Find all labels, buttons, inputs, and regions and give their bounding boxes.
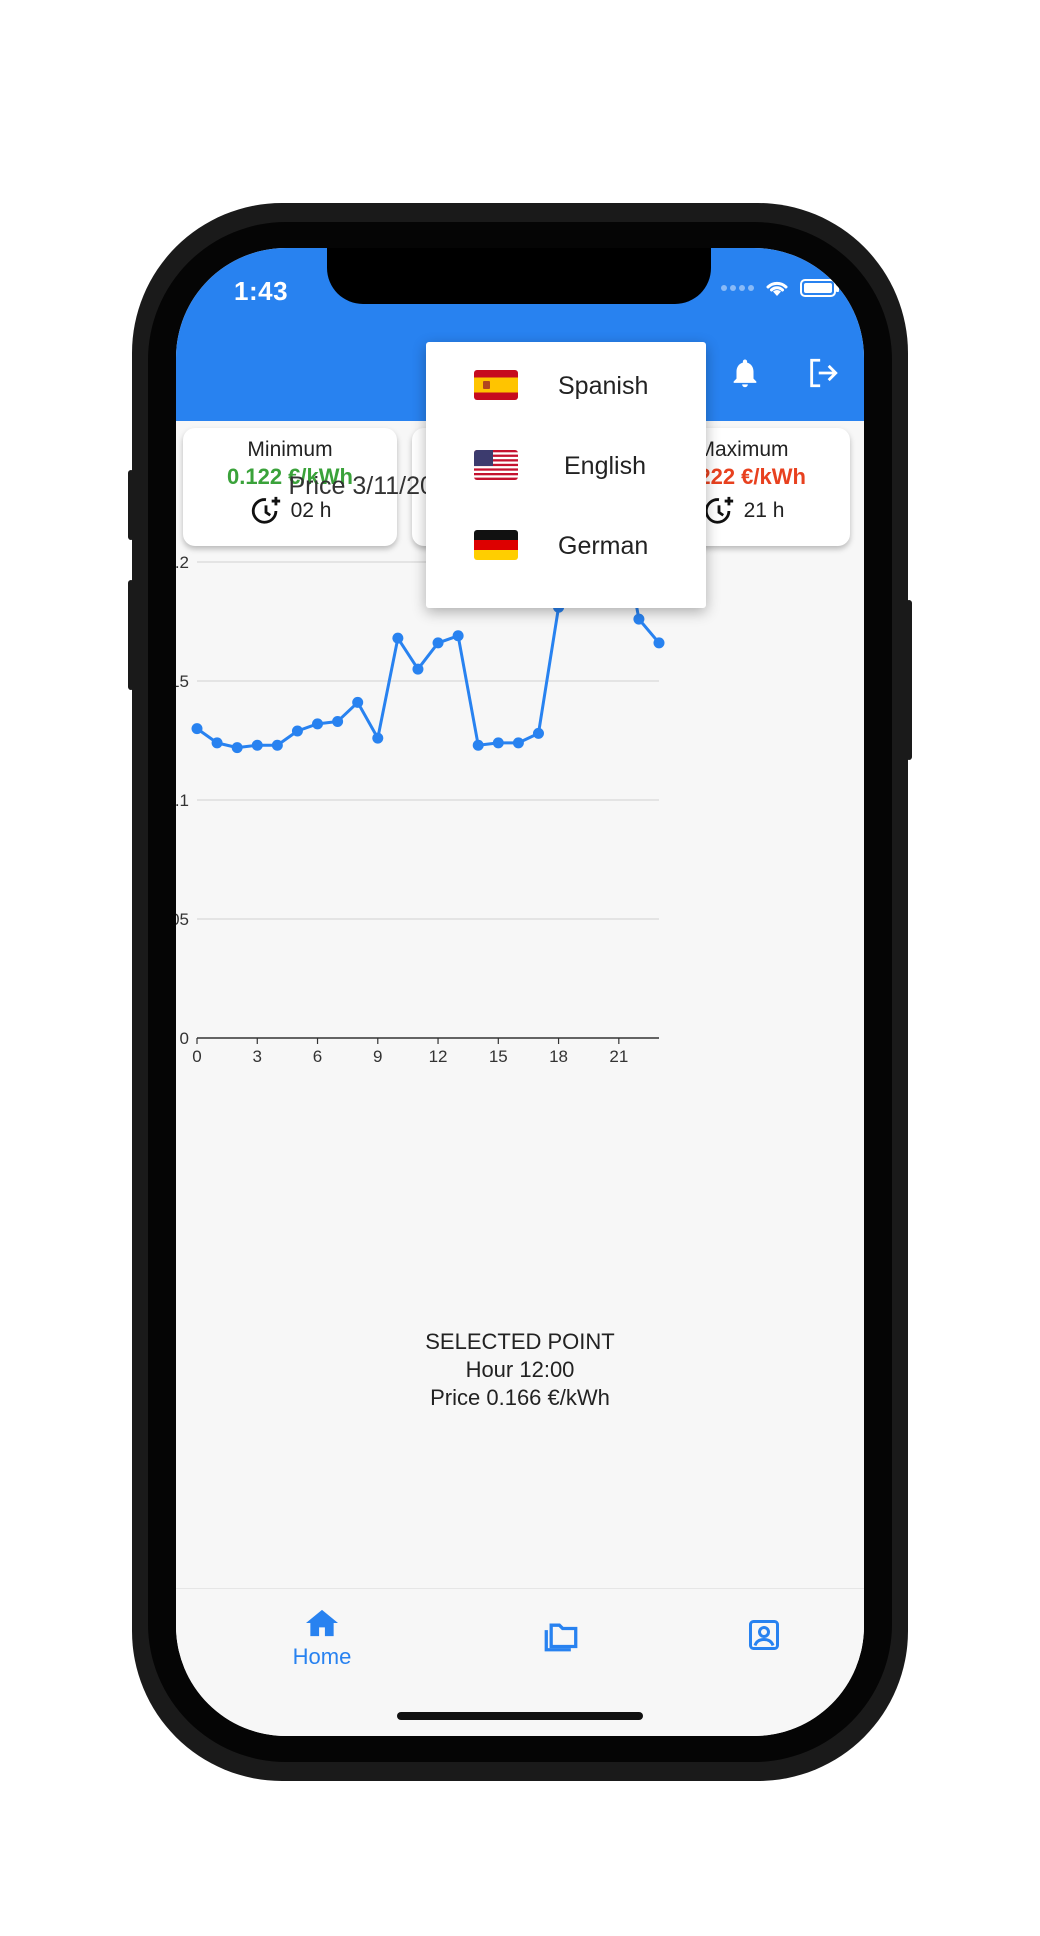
x-tick-label: 15 [489, 1047, 508, 1066]
germany-flag-icon [474, 530, 518, 560]
bottom-navigation: Home [176, 1588, 864, 1736]
selected-point-heading: SELECTED POINT [425, 1329, 615, 1354]
data-point [312, 718, 324, 730]
data-point [332, 715, 344, 727]
minimum-price-value: 0.122 €/kWh [227, 464, 353, 489]
data-point [492, 737, 504, 749]
language-label: English [564, 451, 646, 480]
clock-plus-icon [251, 496, 280, 524]
y-tick-label: 0.1 [176, 791, 189, 810]
data-point [532, 727, 544, 739]
language-label: German [558, 531, 649, 560]
x-tick-label: 18 [549, 1047, 568, 1066]
phone-side-button [128, 580, 134, 690]
y-tick-label: 0.15 [176, 672, 189, 691]
home-icon [306, 1609, 338, 1637]
usa-flag-icon [474, 450, 518, 480]
data-point [251, 739, 263, 751]
y-tick-label: 0.05 [176, 910, 189, 929]
minimum-hour: 02 h [183, 494, 397, 528]
data-point [191, 723, 203, 735]
nav-profile[interactable] [744, 1617, 784, 1658]
x-tick-label: 21 [609, 1047, 628, 1066]
language-menu: Spanish English German [426, 342, 706, 608]
data-point [392, 632, 404, 644]
nav-home-label: Home [292, 1644, 352, 1669]
minimum-price-card: Minimum 0.122 €/kWh 02 h [183, 428, 397, 546]
maximum-hour-label: 21 h [743, 499, 785, 522]
data-point [452, 630, 464, 642]
wifi-icon [766, 281, 788, 296]
x-tick-label: 0 [192, 1047, 201, 1066]
data-point [291, 725, 303, 737]
data-point [231, 742, 243, 754]
data-point [472, 739, 484, 751]
selected-point-price: Price 0.166 €/kWh [430, 1385, 610, 1410]
phone-side-button [128, 470, 134, 540]
card-label: Maximum [697, 438, 789, 461]
x-tick-label: 6 [313, 1047, 322, 1066]
cellular-signal-icon [721, 285, 754, 291]
x-tick-label: 9 [373, 1047, 382, 1066]
x-tick-label: 12 [429, 1047, 448, 1066]
status-icons [721, 278, 839, 298]
home-indicator [397, 1712, 643, 1720]
data-point [372, 732, 384, 744]
spain-flag-icon [474, 370, 518, 400]
data-point [653, 637, 665, 649]
folders-icon [544, 1623, 578, 1652]
clock-plus-icon [704, 496, 733, 524]
language-label: Spanish [558, 371, 649, 400]
phone-side-button [906, 600, 912, 760]
data-point [512, 737, 524, 749]
data-point [211, 737, 223, 749]
bell-icon[interactable] [728, 356, 762, 390]
maximum-hour: 21 h [636, 494, 850, 528]
selected-point-hour: Hour 12:00 [465, 1357, 575, 1382]
nav-folders[interactable] [536, 1617, 586, 1658]
data-point [432, 637, 444, 649]
y-tick-label: 0.2 [176, 553, 189, 572]
logout-icon[interactable] [804, 356, 842, 390]
battery-icon [800, 279, 839, 297]
data-point [633, 613, 645, 625]
card-label: Minimum [247, 438, 333, 461]
x-tick-label: 3 [253, 1047, 262, 1066]
nav-home[interactable]: Home [272, 1607, 372, 1670]
language-option-german[interactable]: German [426, 506, 706, 586]
language-option-spanish[interactable]: Spanish [426, 346, 706, 426]
data-point [412, 663, 424, 675]
selected-point-info: SELECTED POINT Hour 12:00 Price 0.166 €/… [176, 1328, 864, 1412]
app-screen: 1:43 Minimum 0.122 €/kWh 02 h Maximum [176, 248, 864, 1736]
language-option-english[interactable]: English [426, 426, 706, 506]
data-point [271, 739, 283, 751]
data-point [352, 696, 364, 708]
minimum-hour-label: 02 h [290, 499, 332, 522]
profile-icon [749, 1620, 779, 1650]
status-time: 1:43 [234, 276, 289, 306]
phone-notch [327, 248, 711, 304]
y-tick-label: 0 [180, 1029, 189, 1048]
